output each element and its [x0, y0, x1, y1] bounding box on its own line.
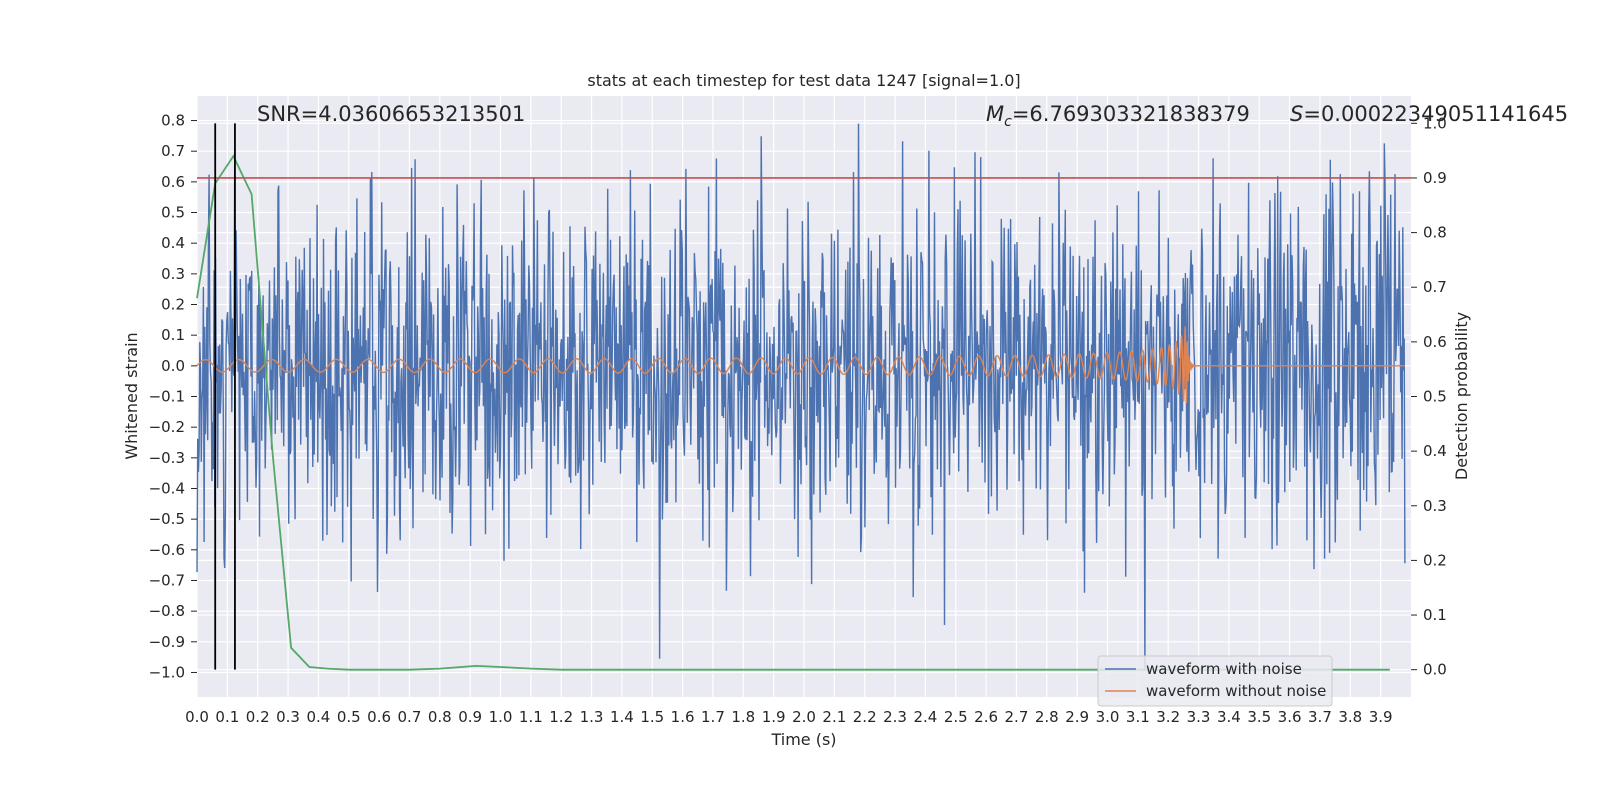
x-tick-label: 1.0 — [489, 708, 513, 726]
noise-trace — [196, 123, 1406, 670]
y-right-tick-label: 0.6 — [1423, 333, 1447, 351]
x-tick-label: 0.0 — [185, 708, 209, 726]
x-tick-label: 1.7 — [701, 708, 725, 726]
x-tick-label: 2.6 — [974, 708, 998, 726]
y-axis-label-right: Detection probability — [1452, 312, 1471, 480]
x-tick-label: 1.4 — [610, 708, 634, 726]
y-right-tick-label: 0.7 — [1423, 278, 1447, 296]
y-tick-label: 0.0 — [161, 357, 185, 375]
y-axis-label-left: Whitened strain — [122, 332, 141, 459]
x-tick-label: 0.4 — [306, 708, 330, 726]
x-tick-label: 3.1 — [1126, 708, 1150, 726]
x-tick-label: 2.7 — [1005, 708, 1029, 726]
y-right-tick-label: 0.1 — [1423, 606, 1447, 624]
s-value: =0.00022349051141645 — [1303, 102, 1568, 126]
clean-trace — [196, 326, 1405, 404]
x-tick-label: 3.8 — [1338, 708, 1362, 726]
x-tick-label: 2.4 — [913, 708, 937, 726]
chirp-mass-subscript: c — [1004, 114, 1012, 130]
x-tick-label: 0.9 — [458, 708, 482, 726]
series-waveform-without-noise — [196, 326, 1405, 404]
x-tick-label: 0.1 — [215, 708, 239, 726]
y-tick-label: −0.2 — [149, 418, 185, 436]
legend-box — [1097, 655, 1333, 707]
legend-label-clean: waveform without noise — [1146, 682, 1326, 700]
x-tick-label: 0.7 — [398, 708, 422, 726]
x-tick-label: 3.2 — [1156, 708, 1180, 726]
y-right-tick-label: 0.4 — [1423, 442, 1447, 460]
snr-annotation: SNR=4.03606653213501 — [257, 102, 525, 126]
x-tick-label: 1.1 — [519, 708, 543, 726]
probability-line — [196, 154, 1390, 671]
x-tick-label: 3.9 — [1369, 708, 1393, 726]
y-tick-label: 0.8 — [161, 112, 185, 130]
y-tick-label: −0.9 — [149, 633, 185, 651]
y-axis-ticks-right: 1.0 0.9 0.8 0.7 0.6 0.5 0.4 0.3 0.2 0.1 0.0 — [1411, 114, 1447, 679]
y-right-tick-label: 1.0 — [1423, 114, 1447, 132]
y-tick-label: −0.7 — [149, 571, 185, 589]
x-tick-label: 2.8 — [1035, 708, 1059, 726]
chirp-mass-value: =6.769303321838379 — [1012, 102, 1250, 126]
s-symbol: S — [1290, 102, 1303, 126]
y-tick-label: −0.1 — [149, 388, 185, 406]
x-tick-label: 3.5 — [1247, 708, 1271, 726]
y-right-tick-label: 0.2 — [1423, 551, 1447, 569]
x-tick-label: 2.1 — [822, 708, 846, 726]
x-tick-label: 0.8 — [428, 708, 452, 726]
y-right-tick-label: 0.5 — [1423, 388, 1447, 406]
x-tick-label: 0.5 — [337, 708, 361, 726]
series-waveform-with-noise — [196, 123, 1406, 670]
y-axis-ticks-left: 0.8 0.7 0.6 0.5 0.4 0.3 0.2 0.1 0.0 −0.1 −0.2 −0.3 −… — [149, 112, 197, 681]
x-tick-label: 0.3 — [276, 708, 300, 726]
x-tick-label: 3.3 — [1187, 708, 1211, 726]
x-tick-label: 1.2 — [549, 708, 573, 726]
y-tick-label: −0.4 — [149, 479, 185, 497]
x-tick-label: 0.6 — [367, 708, 391, 726]
x-axis-label: Time (s) — [770, 730, 836, 749]
chart-title: stats at each timestep for test data 124… — [587, 71, 1020, 90]
x-tick-label: 3.6 — [1278, 708, 1302, 726]
x-tick-label: 2.9 — [1065, 708, 1089, 726]
x-tick-label: 0.2 — [246, 708, 270, 726]
y-tick-label: 0.7 — [161, 142, 185, 160]
x-tick-label: 2.2 — [853, 708, 877, 726]
legend: waveform with noise waveform without noi… — [1097, 655, 1333, 707]
x-tick-label: 1.3 — [580, 708, 604, 726]
y-tick-label: 0.5 — [161, 204, 185, 222]
x-tick-label: 1.9 — [762, 708, 786, 726]
y-tick-label: 0.3 — [161, 265, 185, 283]
x-tick-label: 1.5 — [640, 708, 664, 726]
y-tick-label: 0.1 — [161, 326, 185, 344]
chirp-mass-symbol: M — [986, 102, 1004, 126]
x-tick-label: 2.3 — [883, 708, 907, 726]
x-tick-label: 2.0 — [792, 708, 816, 726]
y-tick-label: −0.3 — [149, 449, 185, 467]
legend-label-noise: waveform with noise — [1146, 660, 1302, 678]
y-tick-label: −1.0 — [149, 663, 185, 681]
x-tick-label: 3.7 — [1308, 708, 1332, 726]
x-tick-label: 3.4 — [1217, 708, 1241, 726]
x-tick-label: 2.5 — [944, 708, 968, 726]
y-tick-label: −0.8 — [149, 602, 185, 620]
x-tick-label: 1.6 — [671, 708, 695, 726]
y-right-tick-label: 0.3 — [1423, 497, 1447, 515]
x-tick-label: 3.0 — [1096, 708, 1120, 726]
x-axis-ticks: 0.0 0.1 0.2 0.3 0.4 0.5 0.6 0.7 0.8 0.9 1.0 1.1 1.2 1… — [185, 708, 1393, 726]
y-tick-label: 0.4 — [161, 234, 185, 252]
chirp-mass-annotation: Mc=6.769303321838379 — [986, 102, 1250, 130]
s-annotation: S=0.00022349051141645 — [1290, 102, 1568, 126]
y-tick-label: −0.5 — [149, 510, 185, 528]
y-right-tick-label: 0.8 — [1423, 224, 1447, 242]
y-tick-label: −0.6 — [149, 541, 185, 559]
y-right-tick-label: 0.0 — [1423, 661, 1447, 679]
y-tick-label: 0.6 — [161, 173, 185, 191]
vertical-markers — [214, 123, 236, 670]
series-detection-probability — [196, 154, 1411, 671]
y-right-tick-label: 0.9 — [1423, 169, 1447, 187]
x-tick-label: 1.8 — [731, 708, 755, 726]
y-tick-label: 0.2 — [161, 296, 185, 314]
